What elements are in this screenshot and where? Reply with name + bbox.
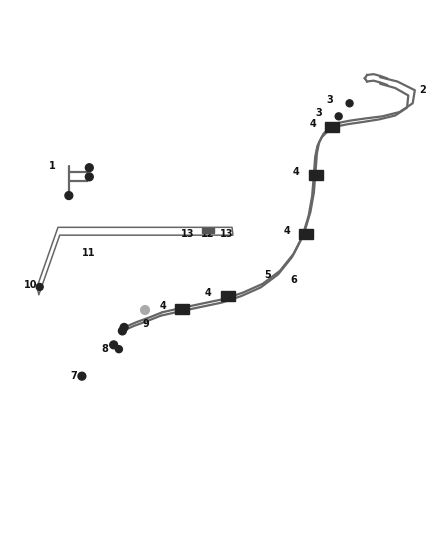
Text: 13: 13 — [181, 229, 194, 239]
Circle shape — [120, 324, 128, 332]
Bar — [309, 171, 322, 180]
Circle shape — [78, 372, 86, 380]
Circle shape — [85, 164, 93, 172]
Bar — [221, 292, 235, 301]
Text: 2: 2 — [419, 85, 426, 95]
Circle shape — [36, 284, 43, 290]
Text: 7: 7 — [70, 371, 77, 381]
Text: 3: 3 — [327, 95, 333, 105]
Text: 1: 1 — [49, 161, 56, 172]
Circle shape — [346, 100, 353, 107]
Bar — [325, 123, 339, 132]
Text: 4: 4 — [283, 226, 290, 236]
Text: 12: 12 — [201, 229, 215, 239]
Circle shape — [116, 346, 122, 353]
Text: 4: 4 — [159, 301, 166, 311]
Circle shape — [110, 341, 117, 349]
Text: 6: 6 — [291, 276, 297, 286]
Bar — [299, 229, 313, 239]
Text: 4: 4 — [309, 119, 316, 129]
Text: 3: 3 — [316, 108, 322, 118]
Circle shape — [118, 327, 126, 335]
Text: 9: 9 — [143, 319, 149, 329]
Text: 8: 8 — [101, 344, 108, 354]
Circle shape — [65, 192, 73, 199]
Text: 10: 10 — [24, 280, 37, 290]
Text: 4: 4 — [293, 167, 300, 176]
Text: 5: 5 — [265, 270, 271, 280]
Circle shape — [141, 305, 149, 314]
Circle shape — [335, 113, 342, 120]
Bar — [202, 228, 214, 233]
Circle shape — [85, 173, 93, 181]
Text: 13: 13 — [220, 229, 233, 239]
Text: 11: 11 — [81, 248, 95, 259]
Bar — [175, 304, 189, 313]
Text: 4: 4 — [205, 288, 212, 297]
